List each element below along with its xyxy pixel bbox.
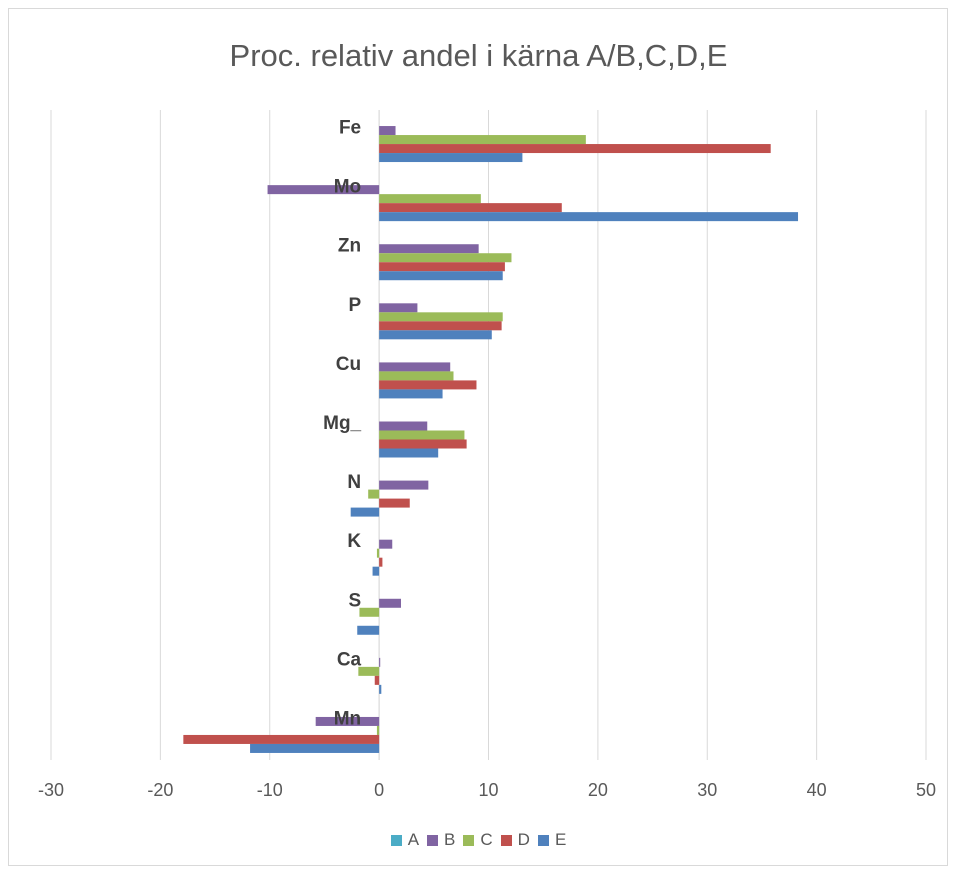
bar-B-Fe	[379, 126, 396, 136]
bar-D-Cu	[379, 380, 477, 390]
chart-title: Proc. relativ andel i kärna A/B,C,D,E	[229, 38, 728, 73]
bar-B-Mn	[315, 716, 380, 726]
category-label-Mo: Mo	[334, 177, 361, 198]
bar-B-N	[379, 480, 429, 490]
bar-E-Zn	[379, 271, 503, 281]
bar-B-S	[379, 598, 401, 608]
category-label-Cu: Cu	[336, 354, 361, 375]
x-tick-label: 0	[374, 780, 384, 800]
bar-D-Mn	[183, 734, 380, 744]
category-label-S: S	[348, 590, 361, 611]
legend-swatch	[390, 835, 402, 846]
legend-label: E	[554, 830, 567, 849]
legend-label: C	[480, 830, 493, 849]
bar-B-P	[379, 303, 418, 313]
legend-swatch	[537, 835, 549, 846]
bar-C-P	[379, 312, 503, 322]
legend-label: B	[444, 830, 456, 849]
category-label-Mn: Mn	[334, 708, 361, 729]
legend-label: D	[517, 830, 530, 849]
legend-swatch	[500, 835, 512, 846]
legend: A B C D E	[0, 830, 957, 850]
category-label-K: K	[347, 531, 361, 552]
bar-B-Mo	[267, 185, 380, 195]
bar-D-Fe	[379, 144, 771, 154]
bar-C-Cu	[379, 371, 454, 381]
bar-E-Mo	[379, 212, 799, 222]
legend-item-C: C	[463, 830, 493, 850]
bar-C-Fe	[379, 135, 586, 145]
bar-D-P	[379, 321, 502, 331]
legend-item-D: D	[500, 830, 530, 850]
legend-swatch	[427, 835, 439, 846]
bar-E-P	[379, 330, 492, 340]
legend-swatch	[463, 835, 475, 846]
x-tick-label: 30	[697, 780, 717, 800]
category-label-P: P	[348, 295, 361, 316]
legend-item-E: E	[537, 830, 567, 850]
bar-C-Mg_	[379, 430, 465, 440]
x-tick-label: 10	[478, 780, 498, 800]
x-tick-label: -30	[38, 780, 64, 800]
category-label-Ca: Ca	[337, 649, 362, 670]
bar-D-Zn	[379, 262, 505, 272]
bar-E-K	[372, 566, 380, 576]
x-tick-label: -10	[257, 780, 283, 800]
category-label-Zn: Zn	[338, 236, 361, 257]
bar-C-N	[368, 489, 380, 499]
legend-label: A	[407, 830, 420, 849]
bar-B-K	[379, 539, 393, 549]
bar-E-Ca	[379, 684, 382, 694]
bar-E-Cu	[379, 389, 443, 399]
bar-D-Ca	[374, 675, 380, 685]
category-label-N: N	[347, 472, 361, 493]
legend-item-A: A	[390, 830, 420, 850]
bar-E-N	[350, 507, 380, 517]
bar-E-Mn	[250, 743, 380, 753]
bar-D-N	[379, 498, 410, 508]
bar-C-S	[359, 607, 380, 617]
bar-D-K	[379, 557, 383, 567]
x-tick-label: 20	[588, 780, 608, 800]
bar-C-Mn	[376, 725, 380, 735]
bar-B-Ca	[379, 657, 381, 667]
x-tick-label: 50	[916, 780, 936, 800]
bar-C-K	[376, 548, 380, 558]
bar-C-Mo	[379, 194, 481, 204]
legend-item-B: B	[427, 830, 455, 850]
bar-E-Mg_	[379, 448, 439, 458]
x-tick-label: -20	[147, 780, 173, 800]
bar-D-Mo	[379, 203, 562, 213]
category-label-Mg_: Mg_	[323, 413, 361, 434]
x-tick-label: 40	[807, 780, 827, 800]
bar-B-Cu	[379, 362, 451, 372]
bar-C-Ca	[358, 666, 380, 676]
bar-B-Mg_	[379, 421, 428, 431]
bar-B-Zn	[379, 244, 479, 254]
bar-D-Mg_	[379, 439, 467, 449]
bar-E-S	[357, 625, 380, 635]
category-label-Fe: Fe	[339, 118, 361, 139]
bar-E-Fe	[379, 153, 523, 163]
bar-C-Zn	[379, 253, 512, 263]
